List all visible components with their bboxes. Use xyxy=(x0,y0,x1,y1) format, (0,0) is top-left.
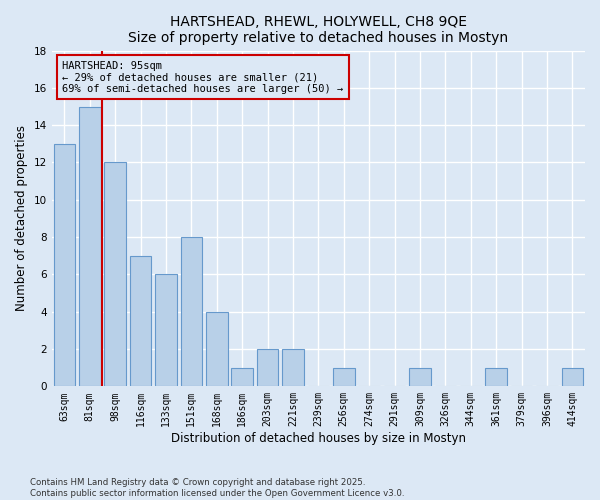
Bar xyxy=(409,368,431,386)
Bar xyxy=(53,144,75,386)
Bar xyxy=(206,312,227,386)
Bar xyxy=(333,368,355,386)
Title: HARTSHEAD, RHEWL, HOLYWELL, CH8 9QE
Size of property relative to detached houses: HARTSHEAD, RHEWL, HOLYWELL, CH8 9QE Size… xyxy=(128,15,508,45)
Bar xyxy=(232,368,253,386)
Bar xyxy=(79,106,101,386)
Text: HARTSHEAD: 95sqm
← 29% of detached houses are smaller (21)
69% of semi-detached : HARTSHEAD: 95sqm ← 29% of detached house… xyxy=(62,60,344,94)
X-axis label: Distribution of detached houses by size in Mostyn: Distribution of detached houses by size … xyxy=(171,432,466,445)
Bar xyxy=(155,274,177,386)
Bar xyxy=(485,368,507,386)
Y-axis label: Number of detached properties: Number of detached properties xyxy=(15,126,28,312)
Bar xyxy=(130,256,151,386)
Bar xyxy=(562,368,583,386)
Bar xyxy=(257,349,278,387)
Bar xyxy=(282,349,304,387)
Bar xyxy=(104,162,126,386)
Text: Contains HM Land Registry data © Crown copyright and database right 2025.
Contai: Contains HM Land Registry data © Crown c… xyxy=(30,478,404,498)
Bar xyxy=(181,237,202,386)
